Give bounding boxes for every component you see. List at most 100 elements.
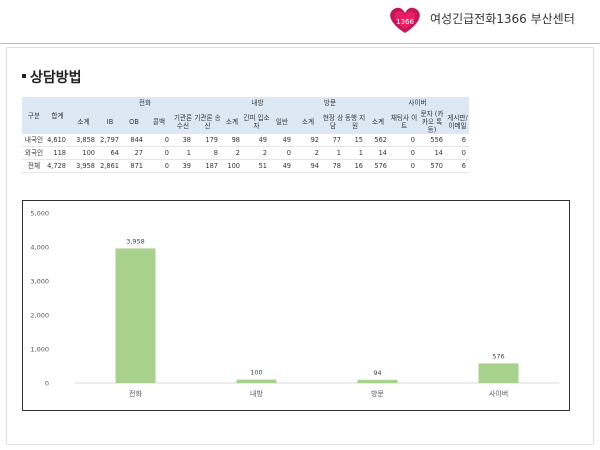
category-label: 내방 xyxy=(250,389,263,398)
table-cell: 38 xyxy=(172,134,194,147)
col-header-total: 합계 xyxy=(46,97,69,134)
table-cell: 0 xyxy=(146,146,172,160)
y-tick-label: 3,000 xyxy=(30,278,49,286)
sub-header-phone-4: 기관론 수신 xyxy=(172,109,194,134)
table-cell: 0 xyxy=(270,146,294,160)
table-cell: 2 xyxy=(243,146,270,160)
table-cell: 77 xyxy=(322,134,344,147)
table-row: 전체 4,728 3,958 2,861 871 0 39 187 100 51 49 94 78 16 5… xyxy=(22,159,469,173)
table-cell: 3,858 xyxy=(69,134,98,147)
group-header-visit-out: 방문 xyxy=(294,97,366,109)
table-cell: 92 xyxy=(294,134,322,147)
sub-header-visit-in-2: 일반 xyxy=(270,109,294,134)
table-cell: 0 xyxy=(446,146,469,160)
bar-3 xyxy=(478,363,519,383)
sub-header-phone-3: 콜백 xyxy=(146,109,172,134)
table-cell: 118 xyxy=(46,146,69,160)
table-cell: 871 xyxy=(122,159,146,173)
table-sub-header-row: 소계 IB OB 콜백 기관론 수신 기관론 송신 소계 긴피 입소자 일반 소계 현장 상담 동행 … xyxy=(22,109,469,134)
sub-header-visit-out-2: 동행 지원 xyxy=(344,109,366,134)
bullet-icon xyxy=(22,74,26,78)
bar-2 xyxy=(357,379,398,383)
section-title: 상담방법 xyxy=(22,67,82,87)
data-label: 94 xyxy=(373,369,381,377)
sub-header-phone-2: OB xyxy=(122,109,146,134)
counseling-method-table: 구분 합계 전화 내방 방문 사이버 소계 IB OB 콜백 기관론 수신 기관론 송신 소… xyxy=(22,97,469,173)
table-cell: 0 xyxy=(390,134,418,147)
table-cell: 27 xyxy=(122,146,146,160)
table-cell: 1 xyxy=(344,146,366,160)
category-label: 사이버 xyxy=(489,389,508,398)
table-cell: 6 xyxy=(446,134,469,147)
col-header-category: 구분 xyxy=(22,97,46,134)
table-cell: 187 xyxy=(194,159,221,173)
organization-name: 여성긴급전화1366 부산센터 xyxy=(430,12,575,26)
table-cell: 100 xyxy=(221,159,243,173)
row-label: 내국인 xyxy=(22,134,46,147)
bar-chart-svg: 0 1,000 2,000 3,000 4,000 5,000 3,958 전화 100 내방 94… xyxy=(30,210,559,398)
category-label: 방문 xyxy=(371,389,384,398)
svg-text:1366: 1366 xyxy=(396,18,414,26)
sub-header-cyber-3: 게시판/ 이메일 xyxy=(446,109,469,134)
table-cell: 51 xyxy=(243,159,270,173)
sub-header-phone-1: IB xyxy=(98,109,122,134)
table-cell: 0 xyxy=(390,146,418,160)
table-row: 내국인 4,610 3,858 2,797 844 0 38 179 98 49 49 92 77 15 5… xyxy=(22,134,469,147)
table-cell: 4,728 xyxy=(46,159,69,173)
sub-header-phone-0: 소계 xyxy=(69,109,98,134)
data-label: 3,958 xyxy=(126,237,145,245)
sub-header-visit-in-0: 소계 xyxy=(221,109,243,134)
sub-header-visit-out-1: 현장 상담 xyxy=(322,109,344,134)
bar-1 xyxy=(236,379,277,383)
category-label: 전화 xyxy=(129,389,142,398)
y-tick-label: 5,000 xyxy=(30,210,49,218)
table-cell: 0 xyxy=(146,159,172,173)
table-cell: 15 xyxy=(344,134,366,147)
table-cell: 576 xyxy=(366,159,390,173)
table-cell: 2,861 xyxy=(98,159,122,173)
table-cell: 8 xyxy=(194,146,221,160)
organization-logo: 1366 xyxy=(390,7,420,33)
table-cell: 14 xyxy=(366,146,390,160)
table-cell: 49 xyxy=(270,159,294,173)
bar-chart: 0 1,000 2,000 3,000 4,000 5,000 3,958 전화 100 내방 94… xyxy=(22,200,570,411)
table-cell: 14 xyxy=(418,146,446,160)
data-label: 576 xyxy=(492,352,504,360)
table-cell: 2 xyxy=(221,146,243,160)
row-label: 외국인 xyxy=(22,146,46,160)
table-cell: 2 xyxy=(294,146,322,160)
y-tick-label: 0 xyxy=(45,380,49,388)
table-cell: 78 xyxy=(322,159,344,173)
table-cell: 16 xyxy=(344,159,366,173)
header-divider xyxy=(0,43,600,44)
table-cell: 556 xyxy=(418,134,446,147)
bar-0 xyxy=(115,248,156,383)
table-cell: 0 xyxy=(146,134,172,147)
sub-header-visit-in-1: 긴피 입소자 xyxy=(243,109,270,134)
table-cell: 562 xyxy=(366,134,390,147)
table-cell: 100 xyxy=(69,146,98,160)
table-cell: 2,797 xyxy=(98,134,122,147)
sub-header-cyber-2: 문자 (카카오 톡등) xyxy=(418,109,446,134)
page-header: 1366 여성긴급전화1366 부산센터 xyxy=(0,0,600,40)
sub-header-cyber-1: 채팅사 이트 xyxy=(390,109,418,134)
content-frame xyxy=(6,47,594,445)
group-header-cyber: 사이버 xyxy=(366,97,469,109)
group-header-visit-in: 내방 xyxy=(221,97,294,109)
row-label: 전체 xyxy=(22,159,46,173)
table-cell: 49 xyxy=(270,134,294,147)
table-cell: 64 xyxy=(98,146,122,160)
y-tick-label: 4,000 xyxy=(30,244,49,252)
table-cell: 49 xyxy=(243,134,270,147)
table-cell: 570 xyxy=(418,159,446,173)
group-header-phone: 전화 xyxy=(69,97,221,109)
y-tick-label: 1,000 xyxy=(30,346,49,354)
table-cell: 844 xyxy=(122,134,146,147)
y-tick-label: 2,000 xyxy=(30,312,49,320)
section-title-text: 상담방법 xyxy=(30,70,82,86)
table-cell: 1 xyxy=(172,146,194,160)
data-label: 100 xyxy=(250,369,262,377)
sub-header-phone-5: 기관론 송신 xyxy=(194,109,221,134)
table-cell: 98 xyxy=(221,134,243,147)
table-cell: 179 xyxy=(194,134,221,147)
